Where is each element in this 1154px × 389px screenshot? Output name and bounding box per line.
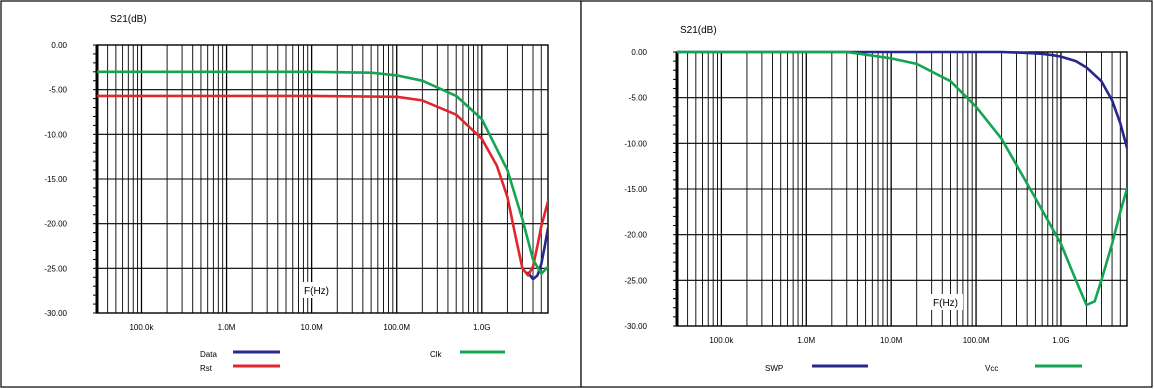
panel-left-border xyxy=(0,0,582,388)
x-axis-label-bg xyxy=(302,282,334,298)
y-axis-label: S21(dB) xyxy=(110,14,147,25)
series-line-vcc xyxy=(677,50,1127,307)
x-tick-label: 1.0G xyxy=(1052,336,1069,345)
x-tick-label: 1.0M xyxy=(218,323,236,332)
y-tick-label: -25.00 xyxy=(44,264,67,273)
y-tick-label: -15.00 xyxy=(44,175,67,184)
y-tick-label: 0.00 xyxy=(51,41,67,50)
y-axis-label: S21(dB) xyxy=(680,25,717,36)
legend-label-clk: Clk xyxy=(430,350,443,359)
chart-2: 0.00 -5.00 -10.00 -15.00 -20.00 -25.00 -30.00 1… xyxy=(624,25,1128,373)
x-tick-label: 100.0M xyxy=(383,323,410,332)
chart-1: 0.00 -5.00 -10.00 -15.00 -20.00 -25.00 -30.00 1… xyxy=(44,14,549,373)
y-tick-label: -30.00 xyxy=(624,322,647,331)
legend-label-vcc: Vcc xyxy=(985,364,998,373)
y-tick-label: 0.00 xyxy=(631,48,647,57)
x-axis-label-bg xyxy=(931,294,963,310)
legend-label-data: Data xyxy=(200,350,217,359)
x-tick-label: 1.0G xyxy=(473,323,490,332)
x-tick-label: 100.0k xyxy=(709,336,734,345)
x-tick-label: 10.0M xyxy=(301,323,324,332)
y-tick-label: -5.00 xyxy=(49,86,68,95)
y-tick-label: -20.00 xyxy=(44,220,67,229)
series-line-clk xyxy=(97,70,548,276)
x-axis-label: F(Hz) xyxy=(304,286,329,297)
x-tick-label: 100.0M xyxy=(963,336,990,345)
y-tick-label: -10.00 xyxy=(624,139,647,148)
legend-label-swp: SWP xyxy=(765,364,783,373)
y-tick-label: -30.00 xyxy=(44,309,67,318)
x-tick-label: 100.0k xyxy=(129,323,154,332)
legend-label-rst: Rst xyxy=(200,364,213,373)
x-tick-label: 10.0M xyxy=(880,336,903,345)
y-tick-label: -15.00 xyxy=(624,185,647,194)
y-tick-label: -10.00 xyxy=(44,130,67,139)
x-axis-label: F(Hz) xyxy=(933,298,958,309)
y-tick-label: -5.00 xyxy=(629,94,648,103)
y-tick-label: -25.00 xyxy=(624,276,647,285)
series-line-swp xyxy=(677,50,1127,150)
y-tick-label: -20.00 xyxy=(624,231,647,240)
x-tick-label: 1.0M xyxy=(797,336,815,345)
